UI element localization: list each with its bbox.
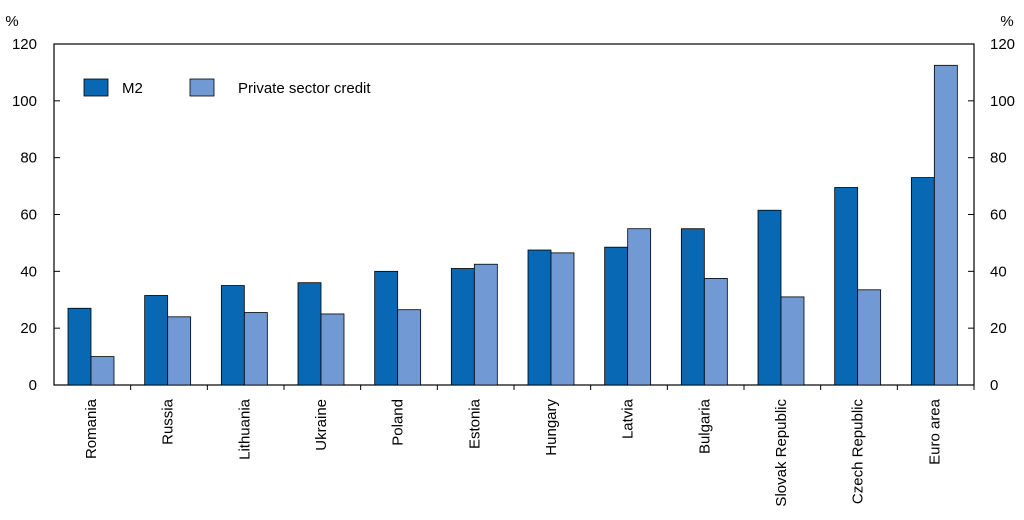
category-label: Ukraine xyxy=(313,399,330,451)
category-label: Slovak Republic xyxy=(773,399,790,507)
y-tick-label-left: 100 xyxy=(12,93,37,110)
y-tick-label-right: 100 xyxy=(990,93,1015,110)
y-axis-unit-right: % xyxy=(1000,13,1013,30)
y-tick-label-right: 80 xyxy=(990,150,1007,167)
y-tick-label-left: 120 xyxy=(12,36,37,53)
bar-private-sector-credit xyxy=(627,228,652,386)
bar-private-sector-credit xyxy=(243,312,268,386)
axes: % % 0 0 20 20 40 40 60 60 80 80 100 100 120 120 Romania R… xyxy=(5,13,1015,507)
bar-private-sector-credit xyxy=(780,296,805,386)
bar-m2 xyxy=(527,249,552,386)
bar-private-sector-credit xyxy=(857,289,882,386)
category-label: Latvia xyxy=(620,398,637,439)
legend-label-private-sector-credit: Private sector credit xyxy=(238,80,371,97)
category-label: Czech Republic xyxy=(850,399,867,505)
y-tick-label-left: 20 xyxy=(20,320,37,337)
bar-m2 xyxy=(450,268,475,386)
y-tick-label-right: 0 xyxy=(990,377,998,394)
y-tick-label-left: 60 xyxy=(20,207,37,224)
bar-m2 xyxy=(604,246,629,386)
bar-m2 xyxy=(374,270,399,386)
bar-m2 xyxy=(834,187,859,386)
y-axis-unit-left: % xyxy=(5,13,18,30)
bar-private-sector-credit xyxy=(397,309,422,386)
bar-m2 xyxy=(757,209,782,386)
bar-m2 xyxy=(67,307,92,386)
y-tick-label-right: 60 xyxy=(990,207,1007,224)
category-label: Bulgaria xyxy=(696,398,713,454)
bar-private-sector-credit xyxy=(473,263,498,386)
category-label: Hungary xyxy=(543,399,560,456)
y-tick-label-right: 120 xyxy=(990,36,1015,53)
bar-private-sector-credit xyxy=(167,316,192,386)
y-tick-label-left: 40 xyxy=(20,263,37,280)
legend-label-m2: M2 xyxy=(122,80,143,97)
category-label: Lithuania xyxy=(236,398,253,460)
legend-swatch-private-sector-credit xyxy=(189,78,215,97)
bar-private-sector-credit xyxy=(90,356,115,386)
y-tick-label-left: 0 xyxy=(29,377,37,394)
bar-m2 xyxy=(910,177,935,386)
bar-m2 xyxy=(220,285,245,386)
bar-m2 xyxy=(144,295,169,386)
category-label: Poland xyxy=(390,399,407,446)
bar-m2 xyxy=(297,282,322,386)
y-tick-label-right: 20 xyxy=(990,320,1007,337)
y-tick-label-left: 80 xyxy=(20,150,37,167)
category-label: Russia xyxy=(160,398,177,445)
bar-private-sector-credit xyxy=(550,252,575,386)
bar-private-sector-credit xyxy=(933,64,958,386)
category-label: Romania xyxy=(83,398,100,459)
bars xyxy=(67,64,958,386)
legend: M2 Private sector credit xyxy=(83,78,371,97)
category-label: Euro area xyxy=(926,398,943,465)
y-tick-label-right: 40 xyxy=(990,263,1007,280)
bar-private-sector-credit xyxy=(703,278,728,386)
bar-private-sector-credit xyxy=(320,313,345,386)
bar-m2 xyxy=(680,228,705,386)
category-label: Estonia xyxy=(466,398,483,449)
legend-swatch-m2 xyxy=(83,78,109,97)
